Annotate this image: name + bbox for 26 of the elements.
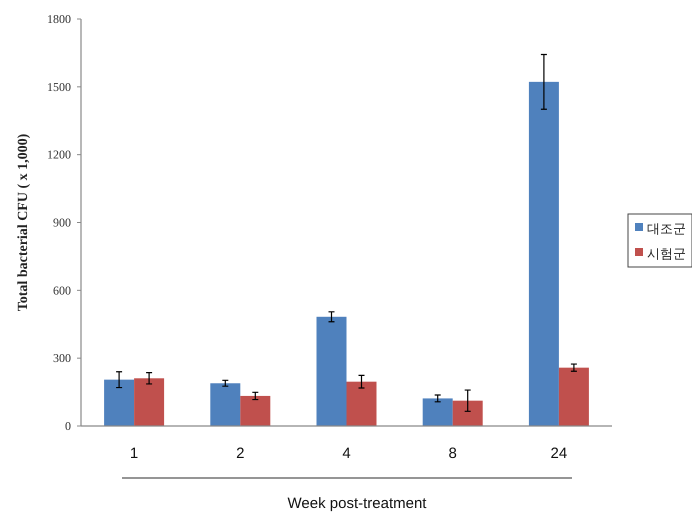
y-tick-label: 1500 [47,80,71,94]
x-tick-label: 4 [342,445,351,462]
bar [316,316,346,426]
bar [134,378,164,426]
bar [240,396,270,426]
x-axis-title: Week post-treatment [288,495,428,512]
y-tick-label: 1800 [47,12,71,26]
x-tick-label: 8 [448,445,457,462]
y-tick-label: 900 [53,216,71,230]
y-tick-label: 1200 [47,148,71,162]
bar [422,398,453,426]
x-tick-label: 24 [550,445,568,462]
y-tick-label: 0 [65,419,71,433]
legend-label: 대조군 [647,221,686,236]
bar [210,383,240,426]
y-tick-label: 300 [53,351,71,366]
y-axis-title: Total bacterial CFU ( x 1,000) [16,133,31,312]
bar [104,380,134,426]
bar [452,400,483,426]
x-tick-label: 1 [130,445,138,462]
bar [558,368,589,426]
legend-label: 시험군 [647,246,686,261]
bar [346,382,376,426]
y-tick-label: 600 [53,283,71,298]
x-tick-label: 2 [236,445,244,462]
bar [528,82,559,426]
